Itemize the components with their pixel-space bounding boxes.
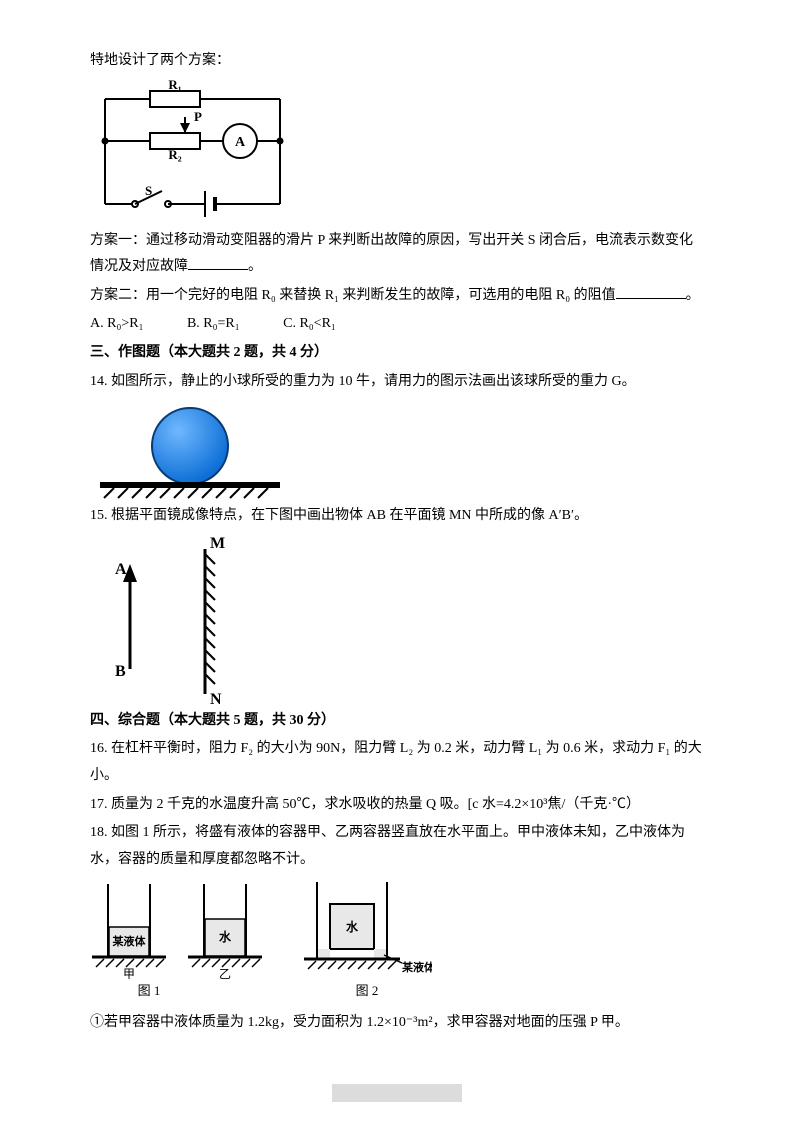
plan2-text: 方案二：用一个完好的电阻 R₀ 来替换 R₁ 来判断发生的故障，可选用的电阻 R…: [90, 288, 616, 303]
ball-figure: [90, 399, 703, 499]
p-label: P: [194, 109, 202, 124]
fig2-liquid-label: 某液体: [401, 960, 432, 974]
plan2-blank: [616, 285, 686, 299]
q15-text: 15. 根据平面镜成像特点，在下图中画出物体 AB 在平面镜 MN 中所成的像 …: [90, 503, 703, 530]
label-b: B: [115, 663, 126, 680]
q18-sub1: ①若甲容器中液体质量为 1.2kg，受力面积为 1.2×10⁻³m²，求甲容器对…: [90, 1010, 703, 1037]
jia-liquid-label: 某液体: [112, 934, 147, 948]
ground-hatch: [104, 488, 268, 498]
container-fig2: 水 某液体 图 2: [302, 879, 432, 1004]
q16-text: 16. 在杠杆平衡时，阻力 F₂ 的大小为 90N，阻力臂 L₂ 为 0.2 米…: [90, 736, 703, 789]
plan1: 方案一：通过移动滑动变阻器的滑片 P 来判断出故障的原因，写出开关 S 闭合后，…: [90, 228, 703, 281]
container-jia: 某液体 甲 图 1: [90, 879, 168, 1004]
q18-text: 18. 如图 1 所示，将盛有液体的容器甲、乙两容器竖直放在水平面上。甲中液体未…: [90, 820, 703, 873]
r1-label: R₁: [168, 79, 181, 92]
q17-text: 17. 质量为 2 千克的水温度升高 50℃，求水吸收的热量 Q 吸。[c 水=…: [90, 792, 703, 819]
plan1-suffix: 。: [248, 259, 262, 274]
circuit-figure: R₁ P R₂ A S: [90, 79, 703, 224]
intro-text: 特地设计了两个方案：: [90, 48, 703, 75]
jia-caption: 甲: [123, 967, 135, 979]
section4-heading: 四、综合题（本大题共 5 题，共 30 分）: [90, 708, 703, 735]
ammeter-label: A: [235, 135, 246, 150]
fig2-water-label: 水: [346, 919, 359, 934]
plan1-blank: [188, 256, 248, 270]
section3-heading: 三、作图题（本大题共 2 题，共 4 分）: [90, 340, 703, 367]
plan2-suffix: 。: [686, 288, 700, 303]
plan1-text: 方案一：通过移动滑动变阻器的滑片 P 来判断出故障的原因，写出开关 S 闭合后，…: [90, 233, 693, 275]
label-m: M: [210, 535, 225, 552]
mirror-figure: A B M N: [90, 534, 703, 704]
fig2-caption: 图 2: [302, 979, 432, 1004]
arrow-ab: [123, 564, 137, 669]
containers-figure: 某液体 甲 图 1 水: [90, 879, 703, 1004]
option-b: B. R₀=R₁: [187, 311, 240, 338]
option-a: A. R₀>R₁: [90, 311, 143, 338]
options-row: A. R₀>R₁ B. R₀=R₁ C. R₀<R₁: [90, 311, 703, 338]
yi-liquid-label: 水: [219, 929, 232, 944]
q14-text: 14. 如图所示，静止的小球所受的重力为 10 牛，请用力的图示法画出该球所受的…: [90, 369, 703, 396]
container-yi: 水 乙: [186, 879, 264, 1004]
ball: [152, 408, 228, 484]
plan2: 方案二：用一个完好的电阻 R₀ 来替换 R₁ 来判断发生的故障，可选用的电阻 R…: [90, 283, 703, 310]
option-c: C. R₀<R₁: [283, 311, 336, 338]
ground-bar: [100, 482, 280, 488]
fig1-caption: 图 1: [130, 979, 168, 1004]
r2-label: R₂: [168, 147, 181, 162]
switch-label: S: [145, 183, 152, 198]
label-n: N: [210, 691, 222, 704]
label-a: A: [115, 561, 127, 578]
yi-caption: 乙: [219, 967, 231, 979]
page-footer-box: [332, 1084, 462, 1102]
